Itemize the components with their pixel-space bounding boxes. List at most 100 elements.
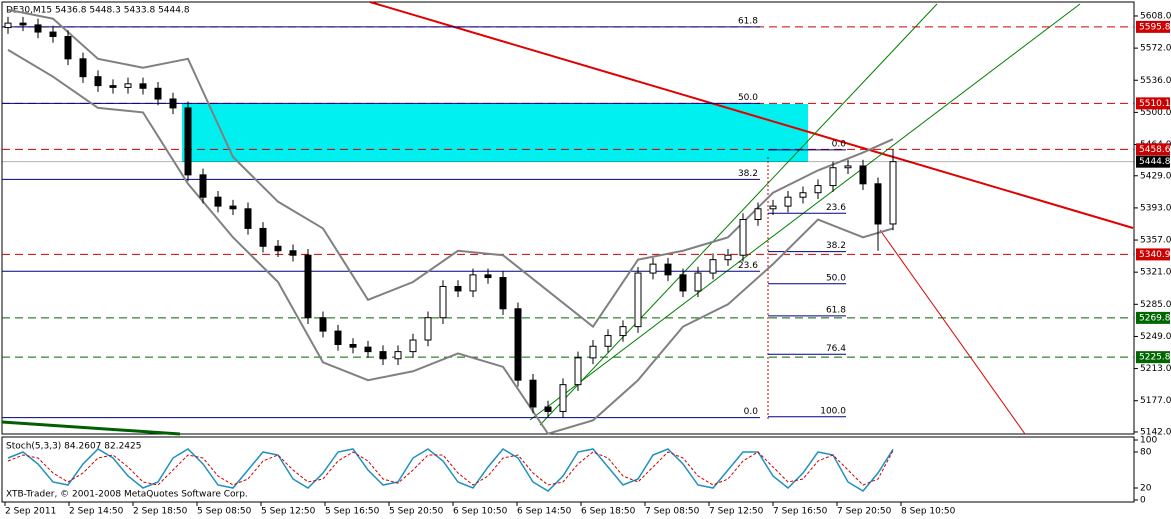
candle-body — [724, 254, 732, 261]
candle-body — [574, 357, 582, 386]
y-tick-label: 5500.0 — [1140, 108, 1171, 118]
fib-label: 23.6 — [826, 203, 846, 213]
y-tick-label: 5177.0 — [1140, 396, 1171, 406]
stoch-tick-label: 100 — [1140, 436, 1157, 446]
candle-body — [199, 174, 207, 198]
candle-body — [709, 259, 717, 274]
fib-label: 50.0 — [738, 93, 758, 103]
y-tick-label: 5429.0 — [1140, 171, 1171, 181]
stoch-line — [7, 448, 894, 492]
candle-body — [364, 346, 372, 353]
x-tick-label: 7 Sep 16:50 — [773, 507, 828, 517]
candle-body — [589, 345, 597, 359]
x-tick-label: 2 Sep 2011 — [5, 507, 56, 517]
candle-body — [889, 161, 897, 225]
y-tick-label: 5393.0 — [1140, 203, 1171, 213]
x-tick-label: 7 Sep 20:50 — [837, 507, 892, 517]
fib-label: 76.4 — [826, 344, 846, 354]
candle-body — [484, 274, 492, 279]
candle-body — [454, 285, 462, 292]
candle-body — [124, 83, 132, 88]
bollinger-lower — [7, 49, 894, 435]
y-tick-label: 5536.0 — [1140, 76, 1171, 86]
fib-label: 38.2 — [826, 241, 846, 251]
x-tick-label: 5 Sep 16:50 — [325, 507, 380, 517]
price-tag — [1136, 20, 1170, 33]
candle-body — [154, 87, 162, 100]
candle-body — [94, 76, 102, 87]
candle-body — [304, 254, 312, 319]
candle-body — [529, 379, 537, 408]
y-tick-label: 5213.0 — [1140, 364, 1171, 374]
trend-line — [1, 420, 181, 436]
fib-label: 23.6 — [738, 261, 758, 271]
candle-body — [394, 351, 402, 360]
candle-body — [829, 167, 837, 187]
stoch-line — [7, 450, 894, 486]
candle-body — [439, 285, 447, 319]
price-tag-label: 5340.9 — [1139, 250, 1171, 260]
y-tick-label: 5608.0 — [1140, 11, 1171, 21]
price-tag — [1136, 97, 1170, 110]
candle-body — [694, 272, 702, 292]
candle-body — [769, 205, 777, 210]
copyright: XTB-Trader, © 2001-2008 MetaQuotes Softw… — [6, 490, 248, 500]
x-tick-label: 2 Sep 14:50 — [69, 507, 124, 517]
x-tick-label: 5 Sep 20:50 — [389, 507, 444, 517]
candle-body — [814, 185, 822, 194]
candle-body — [274, 245, 282, 252]
bollinger-upper — [7, 8, 894, 329]
projection-line — [879, 229, 1026, 435]
x-tick-label: 7 Sep 12:50 — [709, 507, 764, 517]
candle-body — [559, 384, 567, 412]
candle-body — [634, 272, 642, 328]
channel-line — [529, 3, 1081, 421]
candle-body — [499, 277, 507, 310]
x-tick-label: 5 Sep 08:50 — [197, 507, 252, 517]
price-tag-label: 5269.8 — [1139, 313, 1171, 323]
candle-body — [409, 339, 417, 353]
x-tick-label: 7 Sep 08:50 — [645, 507, 700, 517]
price-tag-label: 5595.8 — [1139, 22, 1171, 32]
y-tick-label: 5572.0 — [1140, 44, 1171, 54]
candle-body — [169, 98, 177, 109]
candle-body — [604, 335, 612, 347]
candle-body — [214, 196, 222, 207]
candle-body — [649, 263, 657, 274]
candle-body — [874, 183, 882, 225]
x-tick-label: 8 Sep 10:50 — [901, 507, 956, 517]
candle-body — [619, 326, 627, 337]
x-tick-label: 5 Sep 12:50 — [261, 507, 316, 517]
candle-body — [784, 196, 792, 207]
candle-body — [799, 192, 807, 198]
price-tag — [1136, 143, 1170, 156]
price-tag-label: 5510.1 — [1139, 99, 1171, 109]
candle-body — [739, 219, 747, 256]
candle-body — [229, 205, 237, 210]
candle-body — [349, 343, 357, 348]
candle-body — [139, 83, 147, 89]
x-tick-label: 6 Sep 14:50 — [517, 507, 572, 517]
candle-body — [34, 24, 42, 33]
price-tag-label: 5444.8 — [1139, 157, 1171, 167]
x-tick-label: 2 Sep 18:50 — [133, 507, 188, 517]
channel-line — [539, 3, 938, 426]
stoch-tick-label: 80 — [1140, 448, 1152, 458]
stoch-tick-label: 0 — [1140, 496, 1146, 506]
zone — [182, 104, 808, 162]
y-tick-label: 5321.0 — [1140, 268, 1171, 278]
price-tag — [1136, 351, 1170, 364]
candle-body — [679, 274, 687, 292]
price-tag-label: 5225.8 — [1139, 353, 1171, 363]
candle-body — [664, 263, 672, 276]
main-frame — [1, 1, 1135, 435]
price-tag — [1136, 248, 1170, 261]
candle-body — [19, 22, 27, 26]
candle-body — [379, 351, 387, 360]
fib-label: 61.8 — [826, 305, 846, 315]
fib-label: 50.0 — [826, 273, 846, 283]
fib-label: 38.2 — [738, 169, 758, 179]
candle-body — [184, 107, 192, 176]
fib-label: 0.0 — [832, 139, 847, 149]
